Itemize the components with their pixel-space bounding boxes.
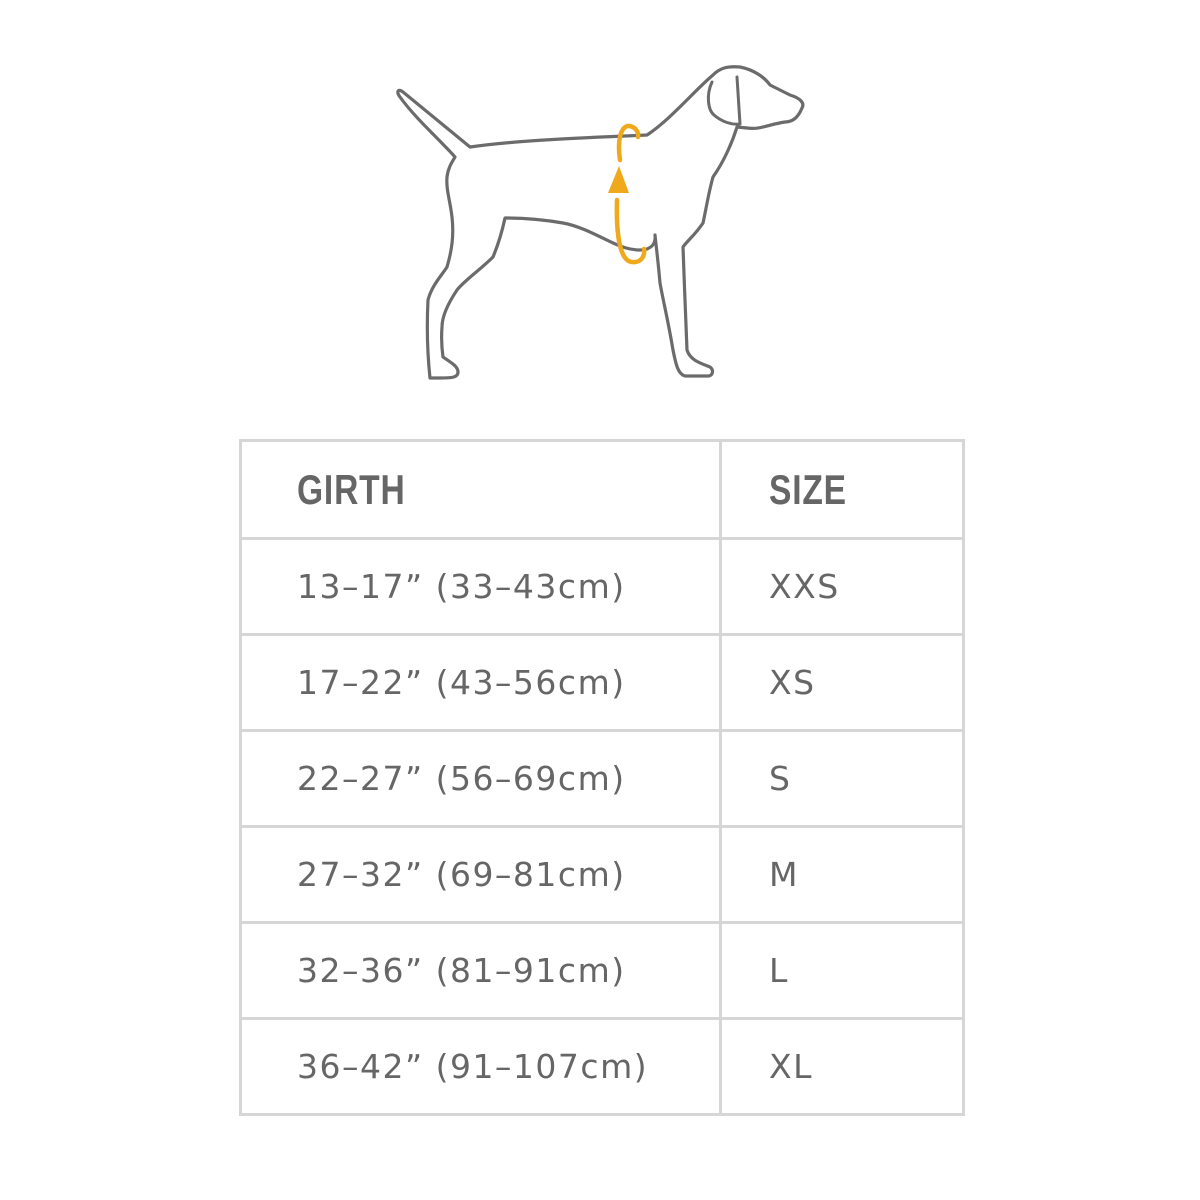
girth-cell: 13–17” (33–43cm) <box>239 537 722 636</box>
table-row: 13–17” (33–43cm) XXS <box>239 537 965 636</box>
dog-ear <box>706 75 742 126</box>
size-cell: S <box>719 729 965 828</box>
girth-measure-icon <box>614 123 647 265</box>
girth-cell: 27–32” (69–81cm) <box>239 825 722 924</box>
girth-cell: 36–42” (91–107cm) <box>239 1017 722 1116</box>
arrow-up-icon <box>608 166 629 193</box>
table-row: 22–27” (56–69cm) S <box>239 729 965 828</box>
dog-outline <box>396 65 805 380</box>
table-row: 27–32” (69–81cm) M <box>239 825 965 924</box>
girth-cell: 32–36” (81–91cm) <box>239 921 722 1020</box>
girth-cell: 22–27” (56–69cm) <box>239 729 722 828</box>
table-row: 17–22” (43–56cm) XS <box>239 633 965 732</box>
size-cell: XS <box>719 633 965 732</box>
girth-cell: 17–22” (43–56cm) <box>239 633 722 732</box>
size-header: SIZE <box>719 439 965 540</box>
girth-header: GIRTH <box>239 439 722 540</box>
size-cell: XXS <box>719 537 965 636</box>
size-chart-table: GIRTH SIZE 13–17” (33–43cm) XXS 17–22” (4… <box>239 439 965 1116</box>
size-cell: XL <box>719 1017 965 1116</box>
size-header-label: SIZE <box>769 465 847 513</box>
dog-illustration <box>396 65 805 380</box>
table-row: 36–42” (91–107cm) XL <box>239 1017 965 1116</box>
size-cell: L <box>719 921 965 1020</box>
table-row: 32–36” (81–91cm) L <box>239 921 965 1020</box>
table-header-row: GIRTH SIZE <box>239 439 965 540</box>
girth-header-label: GIRTH <box>297 465 406 513</box>
size-cell: M <box>719 825 965 924</box>
